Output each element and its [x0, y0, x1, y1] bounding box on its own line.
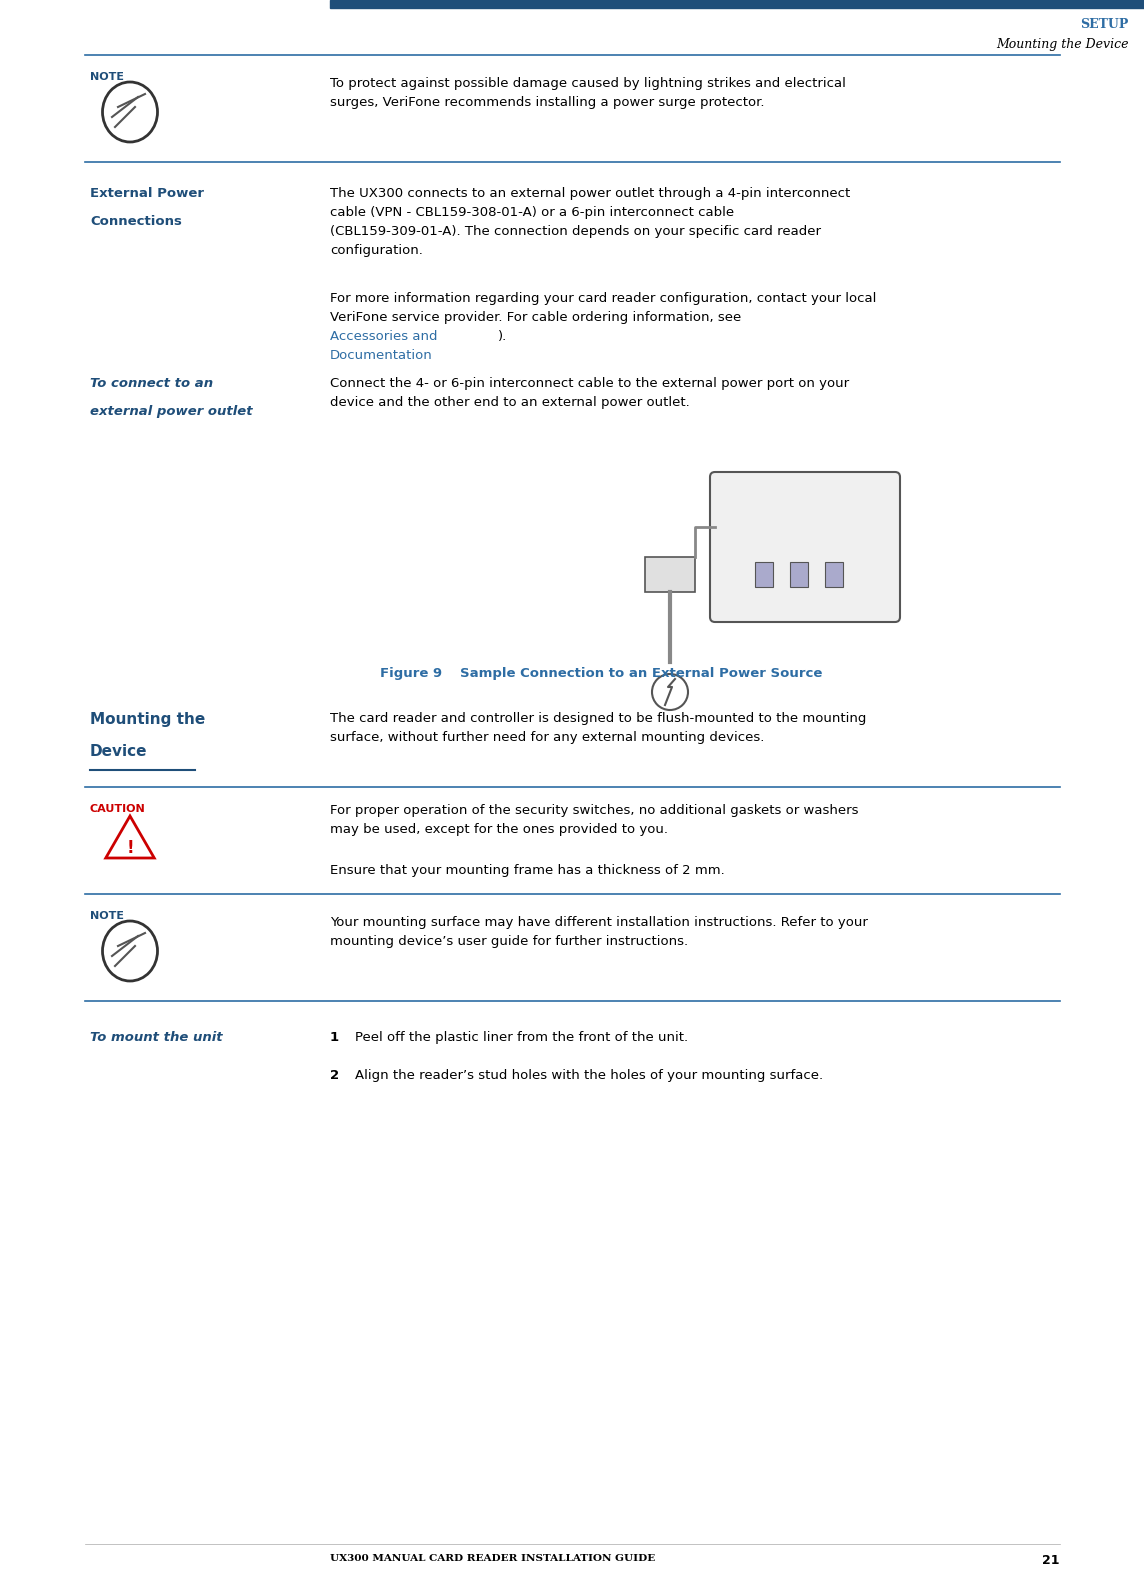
Text: Accessories and
Documentation: Accessories and Documentation [329, 330, 437, 362]
Text: The UX300 connects to an external power outlet through a 4-pin interconnect
cabl: The UX300 connects to an external power … [329, 186, 850, 257]
Text: Align the reader’s stud holes with the holes of your mounting surface.: Align the reader’s stud holes with the h… [355, 1069, 824, 1082]
Text: Your mounting surface may have different installation instructions. Refer to you: Your mounting surface may have different… [329, 916, 868, 947]
Bar [791, 562, 808, 587]
Text: For proper operation of the security switches, no additional gaskets or washers
: For proper operation of the security swi… [329, 804, 858, 835]
Text: UX300 MANUAL CARD READER INSTALLATION GUIDE: UX300 MANUAL CARD READER INSTALLATION GU… [329, 1554, 656, 1563]
Text: NOTE: NOTE [90, 911, 124, 921]
Text: !: ! [126, 838, 134, 857]
Text: Mounting the: Mounting the [90, 712, 205, 726]
FancyBboxPatch shape [710, 472, 900, 622]
Text: SETUP: SETUP [1081, 17, 1129, 32]
Bar [825, 562, 843, 587]
Text: For more information regarding your card reader configuration, contact your loca: For more information regarding your card… [329, 292, 876, 324]
Text: To protect against possible damage caused by lightning strikes and electrical
su: To protect against possible damage cause… [329, 77, 845, 109]
Text: Device: Device [90, 744, 148, 759]
Bar [645, 557, 696, 592]
Text: The card reader and controller is designed to be flush-mounted to the mounting
s: The card reader and controller is design… [329, 712, 866, 744]
Text: To connect to an: To connect to an [90, 377, 213, 390]
Text: ).: ). [498, 330, 507, 343]
Text: Connections: Connections [90, 215, 182, 227]
Text: Sample Connection to an External Power Source: Sample Connection to an External Power S… [460, 666, 823, 681]
Text: External Power: External Power [90, 186, 204, 201]
Bar [755, 562, 773, 587]
Text: CAUTION: CAUTION [90, 804, 145, 815]
Text: Ensure that your mounting frame has a thickness of 2 mm.: Ensure that your mounting frame has a th… [329, 864, 725, 876]
Text: Mounting the Device: Mounting the Device [996, 38, 1129, 51]
Circle shape [652, 674, 688, 711]
Text: Peel off the plastic liner from the front of the unit.: Peel off the plastic liner from the fron… [355, 1031, 689, 1044]
Bar [329, 0, 1144, 8]
Text: 21: 21 [1042, 1554, 1060, 1566]
Text: 1: 1 [329, 1031, 339, 1044]
Text: Connect the 4- or 6-pin interconnect cable to the external power port on your
de: Connect the 4- or 6-pin interconnect cab… [329, 377, 849, 409]
Text: To mount the unit: To mount the unit [90, 1031, 223, 1044]
Text: NOTE: NOTE [90, 73, 124, 82]
Text: external power outlet: external power outlet [90, 404, 253, 418]
Text: 2: 2 [329, 1069, 339, 1082]
Text: Figure 9: Figure 9 [380, 666, 442, 681]
